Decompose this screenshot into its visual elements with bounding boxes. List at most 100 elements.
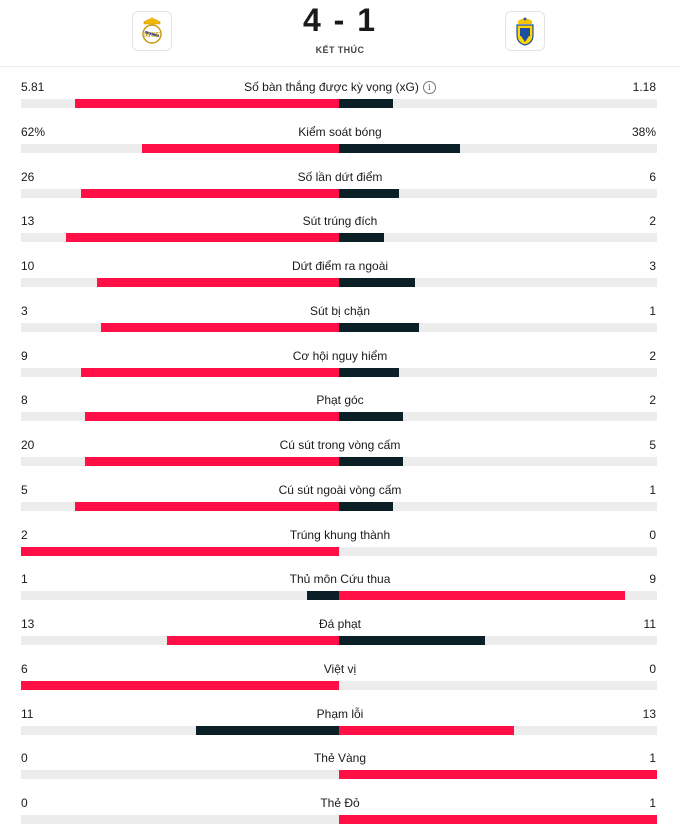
- away-stat-value: 38%: [631, 124, 656, 139]
- home-stat-value: 13: [21, 214, 35, 229]
- away-stat-track: [339, 636, 657, 645]
- home-stat-value: 9: [21, 348, 28, 363]
- home-stat-track: [21, 815, 339, 824]
- stat-label: Cơ hội nguy hiểm: [0, 349, 680, 363]
- stat-label: Cú sút trong vòng cấm: [0, 438, 680, 452]
- away-stat-value: 0: [649, 527, 656, 542]
- stat-label-text: Cú sút ngoài vòng cấm: [278, 482, 402, 497]
- away-stat-track: [339, 591, 657, 601]
- away-stat-track: [339, 457, 657, 466]
- stat-label-text: Số lần dứt điểm: [297, 169, 383, 184]
- away-stat-bar: [339, 367, 400, 377]
- stat-label: Thẻ Đỏ: [0, 796, 680, 810]
- away-stat-value: 1.18: [632, 80, 656, 94]
- stat-row: 13 Đá phạt 11: [0, 603, 680, 648]
- away-stat-track: [339, 99, 657, 108]
- las-palmas-crest-icon: [516, 17, 534, 46]
- away-stat-value: 0: [649, 661, 656, 676]
- match-status: KẾT THÚC: [315, 45, 365, 55]
- home-stat-bar: [75, 99, 339, 108]
- home-stat-value: 0: [21, 796, 28, 810]
- stat-label-text: Sút trúng đích: [302, 214, 378, 229]
- away-stat-bar: [339, 99, 394, 108]
- away-stat-bar: [339, 278, 416, 287]
- stat-row: 62% Kiểm soát bóng 38%: [0, 111, 680, 156]
- away-stat-value: 2: [649, 393, 656, 408]
- home-stat-bar: [167, 636, 339, 645]
- home-stat-value: 10: [21, 259, 35, 273]
- home-stat-bar: [97, 278, 339, 287]
- stat-label-text: Sút bị chặn: [309, 303, 371, 318]
- stat-label-text: Phạt góc: [316, 393, 364, 408]
- away-stat-value: 1: [649, 482, 656, 497]
- stat-label-text: Số bàn thắng được kỳ vọng (xG): [244, 80, 419, 94]
- home-stat-bar: [307, 591, 339, 601]
- home-stat-bar: [81, 367, 339, 377]
- stat-row: 5.81 Số bàn thắng được kỳ vọng (xG) i 1.18: [0, 66, 680, 111]
- stat-label: Cú sút ngoài vòng cấm: [0, 483, 680, 497]
- home-stat-value: 5: [21, 482, 28, 497]
- home-stat-value: 11: [21, 706, 34, 721]
- away-stat-bar: [339, 457, 403, 466]
- away-stat-track: [339, 680, 657, 690]
- stat-label-text: Dứt điểm ra ngoài: [291, 259, 389, 273]
- stat-label-text: Trúng khung thành: [289, 527, 391, 542]
- stat-label: Dứt điểm ra ngoài: [0, 259, 680, 273]
- home-stat-bar: [141, 143, 339, 153]
- match-header: MCF 4 - 1 KẾT THÚC: [0, 0, 680, 67]
- away-stat-bar: [339, 815, 657, 824]
- away-stat-track: [339, 322, 657, 332]
- stat-label-text: Việt vị: [323, 661, 357, 676]
- stat-row: 5 Cú sút ngoài vòng cấm 1: [0, 469, 680, 514]
- home-stat-track: [21, 143, 339, 153]
- home-stat-track: [21, 367, 339, 377]
- away-stat-track: [339, 143, 657, 153]
- stat-label: Số lần dứt điểm: [0, 170, 680, 184]
- away-stat-track: [339, 725, 657, 735]
- home-stat-value: 6: [21, 661, 28, 676]
- stat-label: Số bàn thắng được kỳ vọng (xG) i: [0, 80, 680, 94]
- away-stat-value: 3: [649, 259, 656, 273]
- stat-label-text: Thủ môn Cứu thua: [289, 572, 391, 587]
- home-team-crest[interactable]: MCF: [132, 11, 172, 51]
- away-team-crest[interactable]: [505, 11, 545, 51]
- stat-label: Sút trúng đích: [0, 214, 680, 228]
- home-stat-value: 1: [21, 572, 28, 587]
- svg-text:MCF: MCF: [144, 31, 160, 39]
- stat-label: Phạt góc: [0, 393, 680, 407]
- stat-label: Thẻ Vàng: [0, 751, 680, 765]
- home-stat-track: [21, 636, 339, 645]
- away-stat-track: [339, 278, 657, 287]
- away-stat-value: 2: [649, 348, 656, 363]
- stat-label-text: Thẻ Vàng: [313, 751, 367, 766]
- away-stat-value: 9: [649, 572, 656, 587]
- stat-row: 9 Cơ hội nguy hiểm 2: [0, 335, 680, 380]
- away-stat-track: [339, 412, 657, 422]
- home-stat-value: 0: [21, 751, 28, 766]
- home-stat-value: 20: [21, 438, 35, 452]
- away-stat-track: [339, 188, 657, 198]
- stat-label: Thủ môn Cứu thua: [0, 572, 680, 586]
- home-stat-bar: [21, 546, 339, 556]
- away-stat-track: [339, 501, 657, 511]
- away-stat-value: 6: [649, 169, 656, 184]
- away-stat-value: 1: [649, 751, 656, 766]
- home-stat-value: 62%: [21, 124, 46, 139]
- home-stat-value: 26: [21, 169, 35, 184]
- home-stat-track: [21, 99, 339, 108]
- real-madrid-crest-icon: MCF: [142, 17, 162, 44]
- home-stat-track: [21, 680, 339, 690]
- away-stat-bar: [339, 412, 403, 422]
- away-stat-value: 2: [649, 214, 656, 229]
- home-stat-track: [21, 501, 339, 511]
- stat-row: 11 Phạm lỗi 13: [0, 693, 680, 738]
- info-icon[interactable]: i: [422, 81, 436, 94]
- stat-label: Kiểm soát bóng: [0, 125, 680, 139]
- home-stat-bar: [84, 457, 339, 466]
- stat-row: 6 Việt vị 0: [0, 648, 680, 693]
- away-stat-value: 11: [643, 617, 656, 631]
- stat-row: 10 Dứt điểm ra ngoài 3: [0, 245, 680, 290]
- stat-row: 13 Sút trúng đích 2: [0, 200, 680, 245]
- away-stat-bar: [339, 636, 486, 645]
- stat-row: 2 Trúng khung thành 0: [0, 514, 680, 559]
